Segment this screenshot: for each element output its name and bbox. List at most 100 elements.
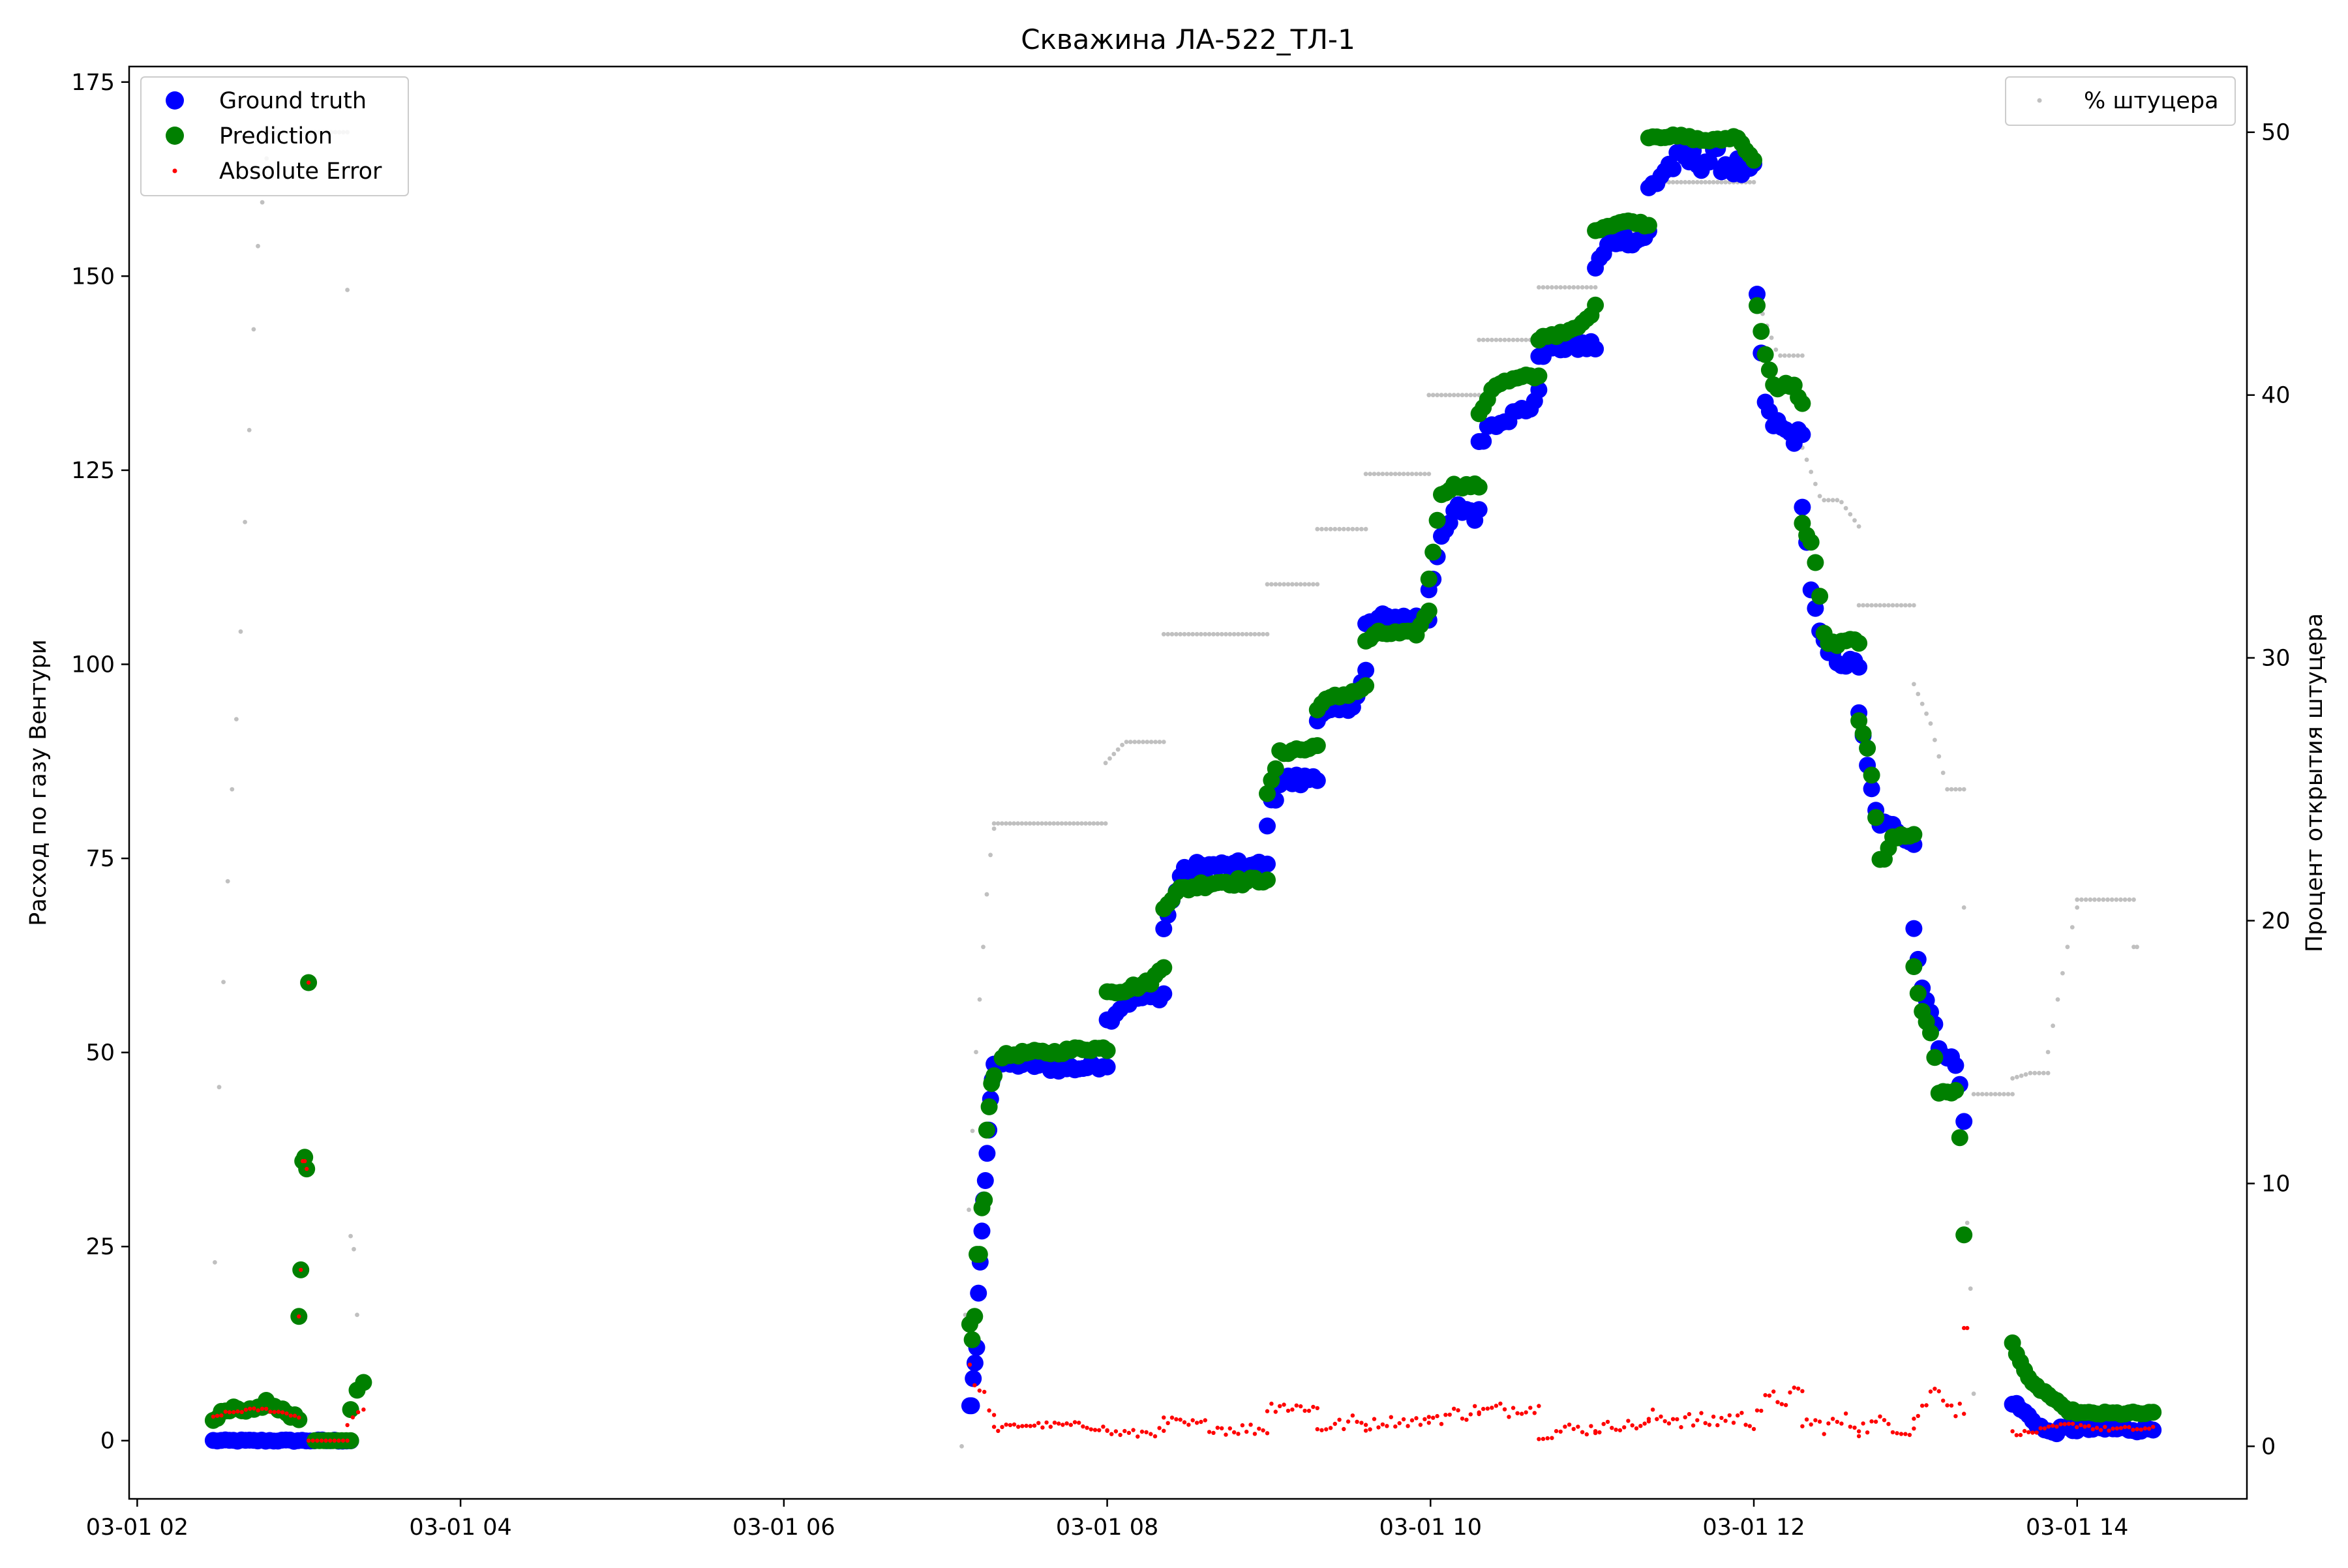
data-point xyxy=(1928,721,1933,726)
data-point xyxy=(1115,747,1121,752)
data-point xyxy=(1945,1403,1949,1408)
data-point xyxy=(991,1425,997,1429)
y-tick-label-left: 125 xyxy=(71,458,115,484)
data-point xyxy=(1149,740,1154,744)
data-point xyxy=(1622,1425,1627,1430)
data-point xyxy=(1194,1421,1199,1425)
data-point xyxy=(2070,925,2075,929)
data-point xyxy=(1261,1428,1265,1433)
data-point xyxy=(1016,821,1021,826)
data-point xyxy=(2131,1427,2135,1432)
data-point xyxy=(1511,1406,1516,1410)
data-point xyxy=(1357,677,1375,695)
data-point xyxy=(1308,737,1326,755)
data-point xyxy=(1826,1421,1831,1426)
data-point xyxy=(1951,1129,1968,1147)
data-point xyxy=(1775,1400,1780,1404)
legend-marker-ground-truth xyxy=(166,91,184,110)
data-point xyxy=(1261,631,1265,637)
data-point xyxy=(256,1408,260,1413)
data-point xyxy=(1199,1419,1203,1425)
y-axis-label-right: Процент открытия штуцера xyxy=(2302,613,2328,952)
data-point xyxy=(986,1067,1003,1085)
data-point xyxy=(967,1207,971,1213)
data-point xyxy=(1953,787,1958,792)
data-point xyxy=(1792,1385,1796,1390)
data-point xyxy=(1936,1389,1941,1394)
data-point xyxy=(1550,285,1554,290)
data-point xyxy=(1426,393,1432,398)
data-point xyxy=(1989,1092,1994,1096)
data-point xyxy=(1098,1042,1116,1059)
data-point xyxy=(1265,1409,1270,1413)
data-point xyxy=(1753,323,1770,340)
data-point xyxy=(1489,337,1494,342)
data-point xyxy=(1372,472,1377,476)
data-point xyxy=(1907,1432,1912,1438)
data-point xyxy=(1420,570,1437,588)
data-point xyxy=(1422,1417,1427,1421)
data-point xyxy=(1605,1419,1610,1425)
data-point xyxy=(1236,1432,1241,1436)
x-tick-label: 03-01 08 xyxy=(1056,1515,1158,1541)
data-point xyxy=(1215,1425,1220,1430)
data-point xyxy=(1984,1092,1989,1096)
data-point xyxy=(970,1284,987,1302)
data-point xyxy=(1306,582,1312,587)
data-point xyxy=(1337,526,1342,532)
data-point xyxy=(1319,526,1324,532)
data-point xyxy=(2107,1428,2111,1433)
data-point xyxy=(221,980,226,984)
data-point xyxy=(1773,347,1779,352)
data-point xyxy=(995,821,1001,826)
data-point xyxy=(1903,1432,1908,1436)
data-point xyxy=(1162,1428,1166,1433)
data-point xyxy=(1830,498,1835,503)
data-point xyxy=(1044,1420,1049,1425)
data-point xyxy=(1406,1424,1410,1428)
data-point xyxy=(1850,635,1868,652)
data-point xyxy=(1731,1421,1736,1425)
data-point xyxy=(1759,1408,1764,1413)
data-point xyxy=(1341,526,1346,532)
data-point xyxy=(1099,821,1104,826)
data-point xyxy=(2090,1427,2095,1432)
data-point xyxy=(1380,1422,1385,1427)
data-point xyxy=(1299,1404,1303,1409)
data-point xyxy=(1406,472,1411,476)
data-point xyxy=(1699,1411,1704,1415)
data-point xyxy=(219,1413,224,1418)
data-point xyxy=(1610,1426,1614,1430)
data-point xyxy=(1359,526,1364,532)
data-point xyxy=(1498,337,1503,342)
data-point xyxy=(1359,1421,1364,1425)
data-point xyxy=(1537,1437,1541,1441)
data-point xyxy=(1796,1386,1801,1391)
data-point xyxy=(1550,1436,1554,1440)
data-point xyxy=(1311,582,1316,587)
data-point xyxy=(1097,1428,1102,1432)
data-point xyxy=(1886,603,1891,608)
data-point xyxy=(1063,821,1068,826)
data-point xyxy=(2065,944,2070,950)
data-point xyxy=(991,821,997,826)
data-point xyxy=(1852,518,1857,523)
data-point xyxy=(1502,1407,1507,1411)
data-point xyxy=(1558,285,1563,290)
data-point xyxy=(1456,393,1461,398)
data-point xyxy=(1032,1423,1037,1428)
data-point xyxy=(1057,1421,1061,1426)
data-point xyxy=(284,1411,289,1416)
data-point xyxy=(1052,1421,1057,1425)
data-point xyxy=(2127,897,2132,902)
data-point xyxy=(280,1410,285,1415)
data-point xyxy=(1856,524,1861,529)
data-point xyxy=(2122,897,2128,902)
data-point xyxy=(1376,1425,1381,1430)
data-point xyxy=(2026,1430,2031,1434)
data-point xyxy=(1161,740,1166,744)
data-point xyxy=(1519,337,1524,342)
data-point xyxy=(1563,1425,1567,1429)
data-point xyxy=(306,980,311,985)
data-point xyxy=(1186,1423,1191,1427)
